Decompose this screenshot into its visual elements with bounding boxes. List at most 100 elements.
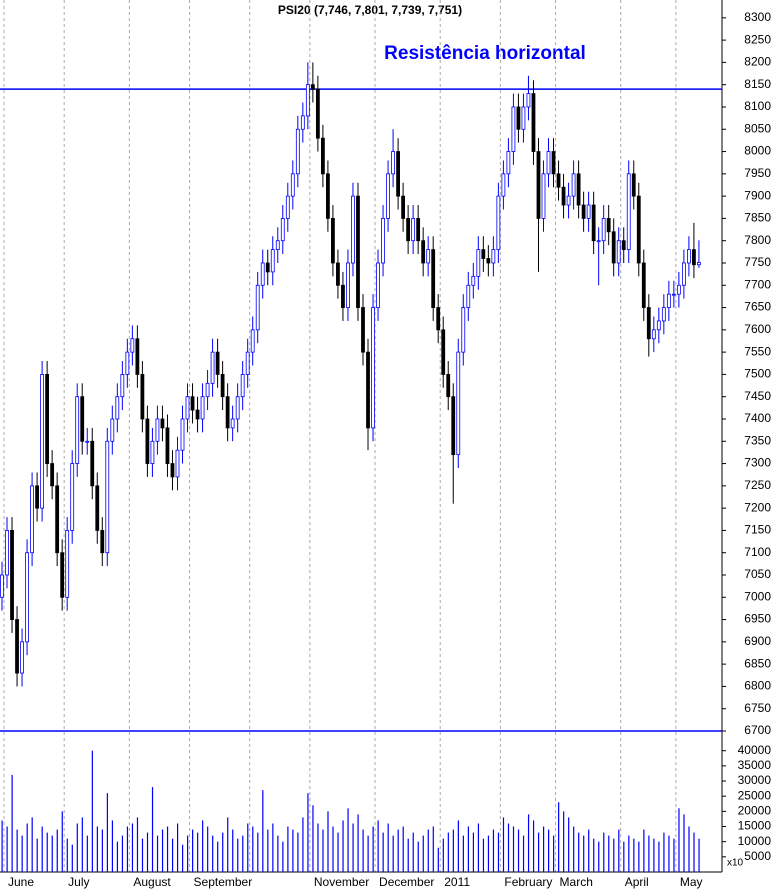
volume-bar <box>482 838 485 872</box>
v-tick-label: 25000 <box>738 788 772 802</box>
volume-bar <box>522 835 525 872</box>
candle-body <box>130 338 135 353</box>
y-tick-label: 7550 <box>744 344 771 358</box>
x-tick-label: November <box>314 875 369 889</box>
y-tick-label: 6850 <box>744 656 771 670</box>
volume-bar <box>272 823 274 872</box>
candle-body <box>150 440 155 464</box>
candle-body <box>351 195 355 264</box>
volume-bar <box>46 832 48 872</box>
volume-bar <box>176 823 179 872</box>
volume-bar <box>151 787 154 872</box>
volume-bar <box>171 838 174 872</box>
volume-bar <box>156 835 159 872</box>
volume-bar <box>161 829 164 872</box>
volume-bar <box>432 826 434 872</box>
candle-body <box>300 115 305 130</box>
volume-bar <box>357 814 359 872</box>
volume-bar <box>362 829 364 872</box>
candle-body <box>235 396 240 420</box>
candle-body <box>611 231 616 264</box>
candle-body <box>666 293 671 308</box>
candle-body <box>391 151 395 175</box>
volume-bar <box>457 820 459 872</box>
volume-bar <box>26 823 28 872</box>
volume-bar <box>537 832 540 872</box>
candle-body <box>561 186 566 206</box>
volume-bar <box>71 844 73 872</box>
candle-body <box>386 173 390 219</box>
candle-body <box>125 351 130 375</box>
volume-bar <box>477 823 480 872</box>
volume-bar <box>36 838 38 872</box>
candle-body <box>406 218 411 242</box>
volume-bar <box>517 829 520 872</box>
volume-bar <box>663 832 665 872</box>
volume-bar <box>613 838 615 872</box>
volume-bar <box>683 814 685 872</box>
candle-body <box>456 351 461 456</box>
volume-bar <box>116 841 119 872</box>
candle-body <box>115 396 120 420</box>
candle-body <box>556 173 561 188</box>
candle-body <box>687 249 691 264</box>
volume-bar <box>658 841 660 872</box>
candle-body <box>591 204 596 242</box>
volume-bar <box>367 835 369 872</box>
candle-body <box>401 195 406 219</box>
candle-body <box>551 151 556 175</box>
candle-body <box>295 128 300 175</box>
y-tick-label: 6700 <box>744 723 771 737</box>
volume-bar <box>462 835 464 872</box>
x-tick-label: December <box>379 875 434 889</box>
y-tick-label: 7750 <box>744 255 771 269</box>
candle-body <box>170 463 175 478</box>
candle-body <box>265 262 270 273</box>
volume-bar <box>141 838 144 872</box>
volume-bar <box>437 847 439 872</box>
x-tick-label: March <box>560 875 593 889</box>
candle-body <box>280 218 285 242</box>
candle-body <box>230 418 235 429</box>
candle-body <box>165 427 170 464</box>
candle-body <box>421 240 426 264</box>
volume-bar <box>222 832 224 872</box>
y-tick-label: 7700 <box>744 277 771 291</box>
volume-bar <box>96 826 98 872</box>
candle-body <box>85 440 90 443</box>
v-tick-label: 10000 <box>738 834 772 848</box>
volume-bar <box>287 826 289 872</box>
y-tick-label: 7850 <box>744 211 771 225</box>
candle-body <box>491 249 496 264</box>
candle-body <box>190 396 195 411</box>
candle-body <box>646 307 651 340</box>
volume-bar <box>623 841 625 872</box>
v-tick-label: 20000 <box>738 804 772 818</box>
volume-bar <box>136 817 139 872</box>
candle-body <box>426 249 431 264</box>
candle-body <box>200 396 205 420</box>
volume-bar <box>693 832 695 872</box>
volume-bar <box>81 817 83 872</box>
volume-bar <box>247 823 249 872</box>
volume-bar <box>427 829 429 872</box>
volume-bar <box>608 835 610 872</box>
candle-body <box>616 240 621 264</box>
volume-bar <box>237 838 239 872</box>
volume-bar <box>202 820 204 872</box>
volume-bar <box>563 811 565 872</box>
v-tick-label: 40000 <box>738 743 772 757</box>
candle-body <box>160 418 165 429</box>
volume-bar <box>51 835 53 872</box>
volume-bar <box>638 841 640 872</box>
candle-body <box>290 173 295 197</box>
volume-bar <box>558 802 560 872</box>
volume-bar <box>232 829 234 872</box>
candle-body <box>521 106 526 130</box>
volume-bar <box>412 832 414 872</box>
candle-body <box>681 262 686 286</box>
volume-bar <box>598 841 600 872</box>
candle-body <box>60 552 65 598</box>
volume-bar <box>332 826 334 872</box>
candle-body <box>621 240 626 251</box>
